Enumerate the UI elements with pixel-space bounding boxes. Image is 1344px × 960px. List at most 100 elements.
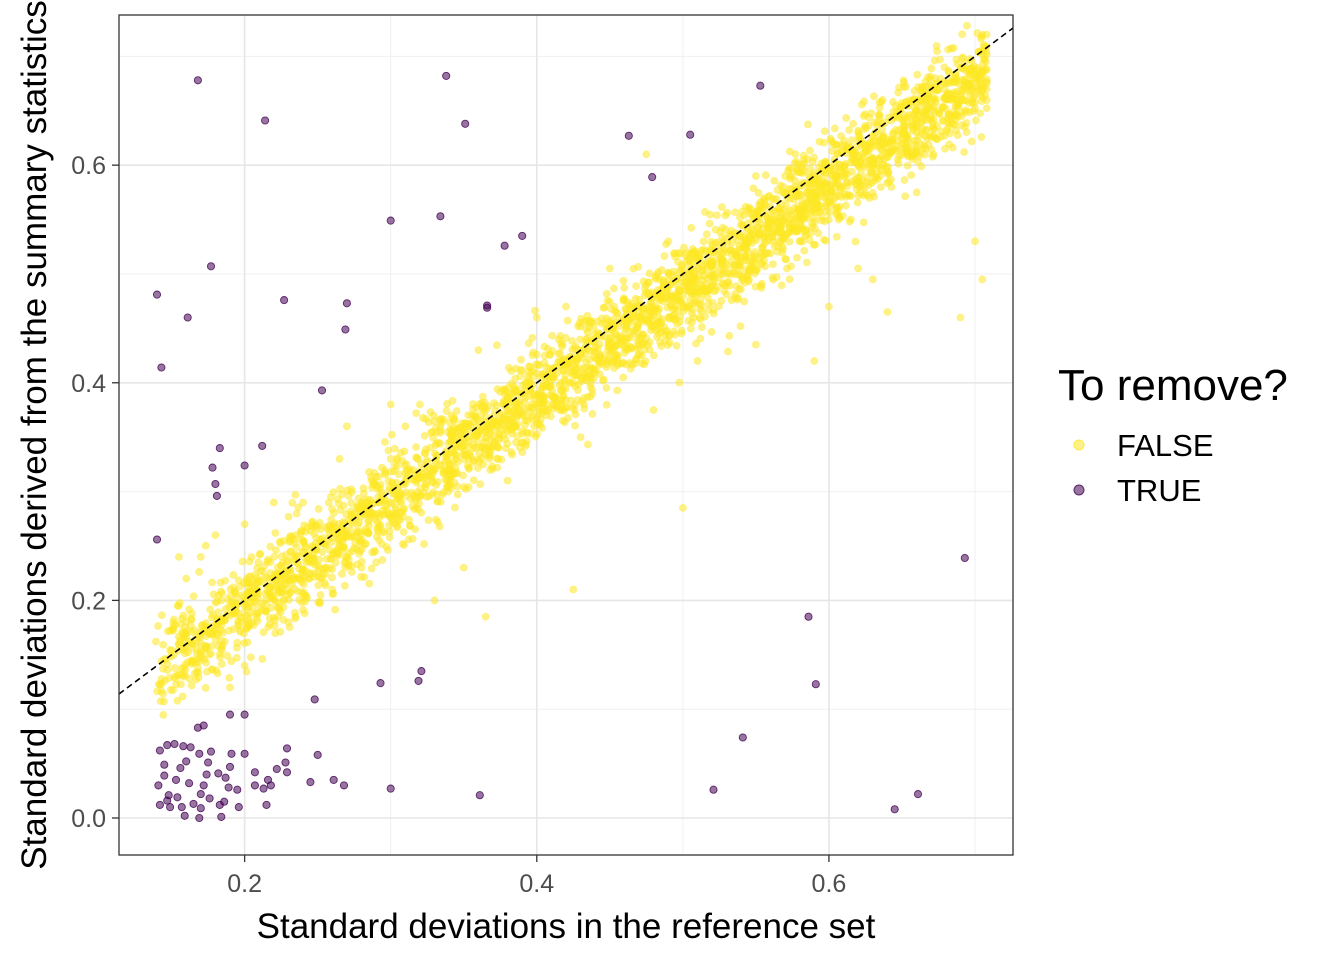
point-false-bulk	[429, 488, 438, 497]
point-false-bulk	[849, 119, 858, 128]
point-false-bulk	[808, 219, 817, 228]
point-true	[258, 441, 267, 450]
point-false-bulk	[385, 521, 394, 530]
point-false-bulk	[319, 569, 328, 578]
point-false-bulk	[805, 235, 814, 244]
point-false-bulk	[851, 175, 860, 184]
point-false-bulk	[827, 171, 836, 180]
point-false-bulk	[399, 505, 408, 514]
point-false-bulk	[797, 190, 806, 199]
point-false-bulk	[683, 303, 692, 312]
point-false-bulk	[971, 98, 980, 107]
point-false-bulk	[274, 602, 283, 611]
point-false-bulk	[528, 366, 537, 375]
point-false-bulk	[703, 293, 712, 302]
point-false-bulk	[176, 680, 185, 689]
point-false	[269, 498, 278, 507]
point-false-bulk	[855, 183, 864, 192]
point-false-bulk	[297, 568, 306, 577]
point-true	[306, 778, 315, 787]
point-false-bulk	[258, 567, 267, 576]
point-false-bulk	[580, 404, 589, 413]
point-false-bulk	[513, 419, 522, 428]
point-false-bulk	[622, 324, 631, 333]
point-false-bulk	[253, 617, 262, 626]
point-false-bulk	[318, 534, 327, 543]
point-false-bulk	[687, 223, 696, 232]
point-false-bulk	[202, 667, 211, 676]
point-false-bulk	[174, 602, 183, 611]
point-false-bulk	[556, 349, 565, 358]
point-false-bulk	[421, 415, 430, 424]
point-false-bulk	[969, 75, 978, 84]
point-false-bulk	[649, 351, 658, 360]
point-false-bulk	[833, 148, 842, 157]
point-false-bulk	[806, 146, 815, 155]
point-false-bulk	[578, 374, 587, 383]
point-false-bulk	[942, 127, 951, 136]
point-false-bulk	[378, 556, 387, 565]
point-false	[182, 574, 191, 583]
point-false-bulk	[834, 160, 843, 169]
point-true	[442, 71, 451, 80]
point-false-bulk	[715, 247, 724, 256]
point-false-bulk	[672, 341, 681, 350]
point-false-bulk	[274, 580, 283, 589]
point-false-bulk	[696, 249, 705, 258]
point-false-bulk	[314, 504, 323, 513]
point-false-bulk	[170, 664, 179, 673]
point-false-bulk	[299, 590, 308, 599]
point-false-bulk	[367, 483, 376, 492]
point-false-bulk	[927, 64, 936, 73]
point-false-bulk	[497, 425, 506, 434]
point-false-bulk	[336, 484, 345, 493]
point-false-bulk	[718, 255, 727, 264]
point-false-bulk	[492, 341, 501, 350]
point-false	[430, 596, 439, 605]
point-false-bulk	[982, 65, 991, 74]
point-false-bulk	[227, 657, 236, 666]
point-false-bulk	[965, 90, 974, 99]
point-false-bulk	[406, 522, 415, 531]
point-false-bulk	[682, 278, 691, 287]
point-false-bulk	[722, 290, 731, 299]
point-false-bulk	[347, 562, 356, 571]
point-false-bulk	[553, 403, 562, 412]
point-false-bulk	[412, 503, 421, 512]
point-true	[261, 116, 270, 125]
point-false-bulk	[815, 208, 824, 217]
point-false-bulk	[452, 454, 461, 463]
point-false-bulk	[154, 622, 163, 631]
point-false	[503, 476, 512, 485]
point-false-bulk	[399, 528, 408, 537]
point-false-bulk	[351, 539, 360, 548]
point-false-bulk	[817, 159, 826, 168]
point-false-bulk	[212, 597, 221, 606]
point-false-bulk	[620, 283, 629, 292]
point-false-bulk	[420, 448, 429, 457]
point-false	[678, 291, 687, 300]
point-false-bulk	[451, 464, 460, 473]
point-false-bulk	[802, 199, 811, 208]
point-false-bulk	[196, 639, 205, 648]
point-false-bulk	[340, 558, 349, 567]
point-false-bulk	[619, 276, 628, 285]
point-false-bulk	[304, 574, 313, 583]
point-false-bulk	[723, 208, 732, 217]
point-false-bulk	[173, 696, 182, 705]
point-false-bulk	[216, 587, 225, 596]
point-false	[474, 346, 483, 355]
point-false-bulk	[493, 385, 502, 394]
point-false-bulk	[187, 681, 196, 690]
point-false-bulk	[786, 219, 795, 228]
point-false-bulk	[192, 649, 201, 658]
point-true	[202, 770, 211, 779]
x-tick-label-1: 0.4	[519, 870, 554, 898]
point-false-bulk	[165, 674, 174, 683]
point-false-bulk	[234, 576, 243, 585]
point-false-bulk	[153, 687, 162, 696]
point-false-bulk	[737, 220, 746, 229]
point-false-bulk	[525, 379, 534, 388]
point-true	[266, 781, 275, 790]
